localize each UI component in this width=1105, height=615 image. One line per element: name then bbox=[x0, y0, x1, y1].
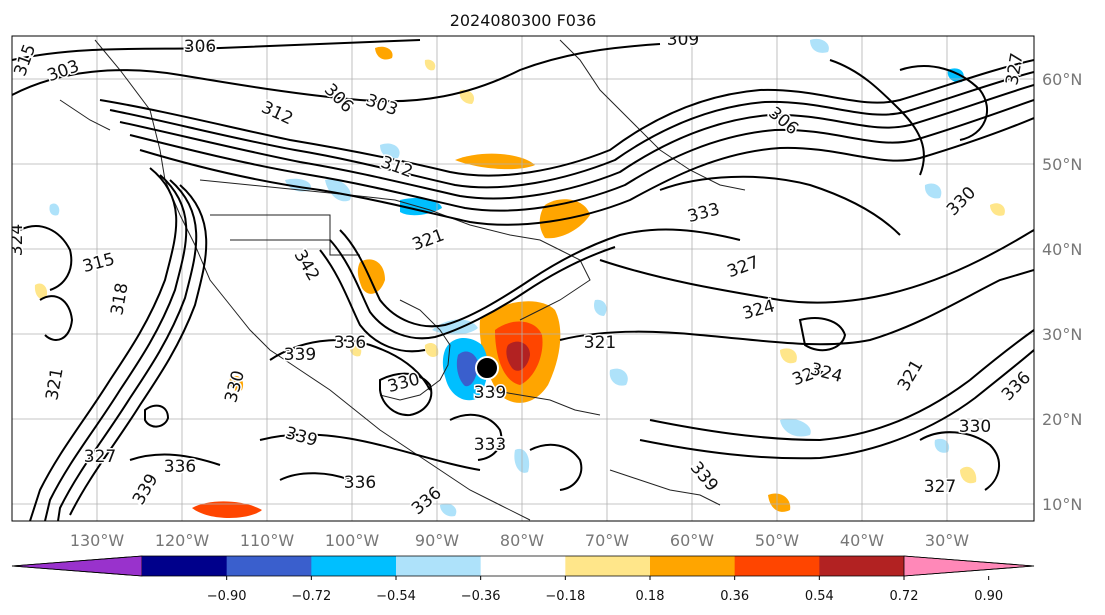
contour-label: 339 bbox=[284, 345, 316, 365]
contour-label: 321 bbox=[584, 333, 616, 353]
colorbar-segment bbox=[311, 556, 397, 576]
contour-label: 333 bbox=[474, 435, 506, 455]
colorbar-tick-label: 0.72 bbox=[890, 589, 919, 604]
colorbar-tick-label: 0.90 bbox=[974, 589, 1003, 604]
colorbar-segment bbox=[819, 556, 905, 576]
shaded-anomaly-fields bbox=[34, 38, 1005, 518]
longitude-label: 60°W bbox=[670, 531, 714, 550]
longitude-label: 130°W bbox=[70, 531, 125, 550]
contour-label: 336 bbox=[344, 473, 376, 493]
colorbar-segment bbox=[142, 556, 228, 576]
longitude-label: 50°W bbox=[755, 531, 799, 550]
contour-label: 306 bbox=[184, 37, 216, 57]
latitude-label: 40°N bbox=[1042, 240, 1082, 259]
colorbar-extend-min bbox=[11, 555, 143, 577]
longitude-label: 100°W bbox=[325, 531, 380, 550]
longitude-label: 80°W bbox=[500, 531, 544, 550]
map-title: 2024080300 F036 bbox=[450, 11, 597, 30]
colorbar-outline bbox=[11, 555, 1035, 577]
contour-label: 339 bbox=[474, 383, 506, 403]
isentropic-contours bbox=[12, 39, 1034, 521]
latitude-label: 60°N bbox=[1042, 70, 1082, 89]
latitude-label: 50°N bbox=[1042, 155, 1082, 174]
colorbar-extend-max bbox=[903, 555, 1035, 577]
latitude-label: 30°N bbox=[1042, 325, 1082, 344]
colorbar-segment bbox=[565, 556, 651, 576]
longitude-label: 70°W bbox=[585, 531, 629, 550]
storm-center-marker bbox=[475, 356, 499, 380]
longitude-label: 120°W bbox=[155, 531, 210, 550]
colorbar-tick-label: −0.36 bbox=[461, 589, 501, 604]
contour-label: 324 bbox=[7, 224, 27, 256]
colorbar-tick-label: 0.18 bbox=[636, 589, 665, 604]
colorbar-segment bbox=[480, 556, 566, 576]
longitude-label: 40°W bbox=[840, 531, 884, 550]
contour-label: 327 bbox=[84, 447, 116, 467]
latitude-label: 10°N bbox=[1042, 495, 1082, 514]
graticule bbox=[12, 36, 1034, 521]
colorbar-segment bbox=[734, 556, 820, 576]
contour-label: 309 bbox=[667, 30, 699, 50]
colorbar-tick-label: −0.54 bbox=[376, 589, 416, 604]
colorbar-segment bbox=[396, 556, 482, 576]
colorbar-segment bbox=[650, 556, 736, 576]
map-frame bbox=[11, 35, 1035, 522]
colorbar-tick-label: −0.72 bbox=[291, 589, 331, 604]
negative-anomaly-hurricane-core bbox=[456, 351, 478, 387]
contour-label: 336 bbox=[164, 457, 196, 477]
colorbar-tick-labels: −0.90 −0.72 −0.54 −0.36 −0.18 0.18 0.36 0.54 0.7… bbox=[207, 576, 1003, 604]
colorbar-segment bbox=[226, 556, 312, 576]
contour-label: 330 bbox=[959, 417, 991, 437]
colorbar-tick-label: 0.36 bbox=[720, 589, 749, 604]
latitude-label: 20°N bbox=[1042, 410, 1082, 429]
longitude-label: 90°W bbox=[415, 531, 459, 550]
latitude-labels: 60°N 50°N 40°N 30°N 20°N 10°N bbox=[1042, 70, 1082, 514]
colorbar-tick-label: −0.90 bbox=[207, 589, 247, 604]
colorbar bbox=[11, 555, 1035, 577]
contour-label: 336 bbox=[334, 333, 366, 353]
longitude-labels: 130°W 120°W 110°W 100°W 90°W 80°W 70°W 60°W 50°W… bbox=[70, 531, 969, 550]
coastlines bbox=[59, 39, 746, 521]
contour-label: 327 bbox=[924, 477, 956, 497]
colorbar-tick-label: 0.54 bbox=[805, 589, 834, 604]
positive-anomaly-hurricane-max bbox=[506, 341, 530, 371]
colorbar-tick-label: −0.18 bbox=[545, 589, 585, 604]
longitude-label: 110°W bbox=[240, 531, 295, 550]
longitude-label: 30°W bbox=[925, 531, 969, 550]
